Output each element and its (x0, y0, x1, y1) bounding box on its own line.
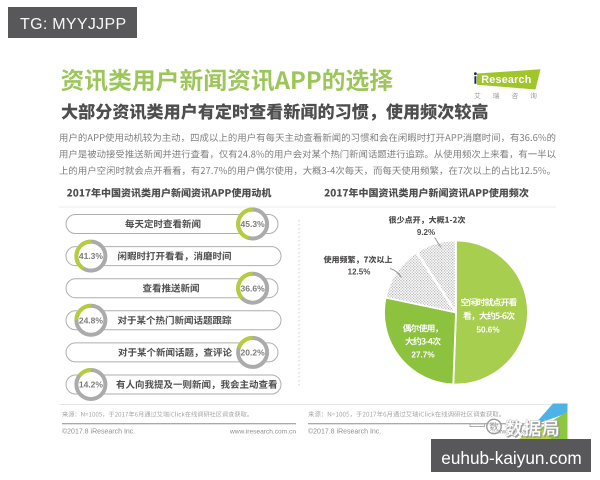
svg-text:12.5%: 12.5% (348, 268, 371, 277)
svg-text:9.2%: 9.2% (417, 228, 435, 237)
svg-text:20.2%: 20.2% (241, 348, 266, 358)
svg-text:euhub-kaiyun.com: euhub-kaiyun.com (441, 448, 581, 468)
svg-text:©2017.8 iResearch Inc.: ©2017.8 iResearch Inc. (62, 428, 135, 436)
svg-text:50.6%: 50.6% (476, 326, 500, 335)
svg-text:41.3%: 41.3% (79, 251, 104, 261)
svg-text:Research: Research (481, 74, 531, 86)
svg-text:24.8%: 24.8% (79, 315, 104, 325)
svg-text:14.2%: 14.2% (79, 380, 104, 390)
svg-text:TG: MYYJJPP: TG: MYYJJPP (20, 16, 126, 33)
svg-text:27.7%: 27.7% (411, 351, 435, 360)
svg-text:www.iresearch.com.cn: www.iresearch.com.cn (491, 429, 558, 436)
svg-text:36.6%: 36.6% (241, 283, 266, 293)
svg-text:©2017.8 iResearch Inc.: ©2017.8 iResearch Inc. (308, 428, 381, 436)
svg-text:www.iresearch.com.cn: www.iresearch.com.cn (229, 429, 296, 436)
svg-text:45.3%: 45.3% (241, 219, 266, 229)
